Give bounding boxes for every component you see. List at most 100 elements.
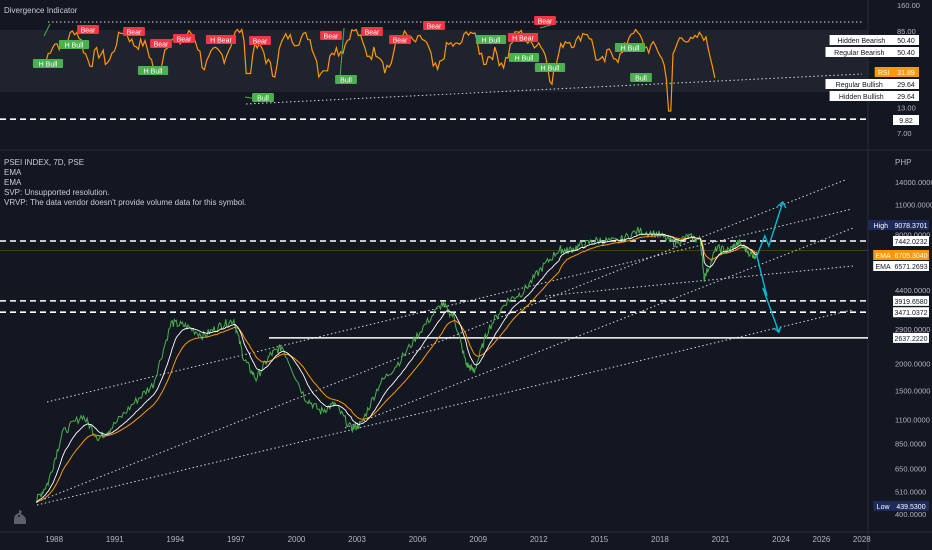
rsi-tag-label-box <box>829 91 893 101</box>
bear-label-box <box>320 31 342 40</box>
price-tag-value-box <box>893 307 929 318</box>
bear-label-box <box>423 21 445 30</box>
rsi-tag-value: 50.40 <box>897 38 915 45</box>
price-tag-value-box <box>893 332 929 343</box>
rsi-lower-dotted <box>245 73 863 105</box>
bull-label-box <box>58 40 90 49</box>
bear-label: H Bear <box>210 38 232 45</box>
rsi-tag-label-box <box>825 79 893 89</box>
price-tag-label: High <box>874 223 889 230</box>
price-tag-label-box <box>868 220 893 230</box>
legend-symbol: PSEI INDEX, 7D, PSE <box>4 158 85 167</box>
bull-label: Bull <box>635 76 647 83</box>
divergence-line <box>43 23 51 37</box>
rsi-tag-value-box <box>893 79 919 89</box>
price-tick-label: 850.0000 <box>895 440 926 449</box>
bull-label-box <box>508 53 540 62</box>
bull-label: H Bull <box>65 43 84 50</box>
rsi-tick-label: 13.00 <box>897 104 916 113</box>
price-tag-label-box <box>873 501 893 511</box>
bull-label: Bull <box>340 78 352 85</box>
projection-down-arrow <box>756 255 780 333</box>
price-tick-label: 4400.0000 <box>895 286 930 295</box>
bull-label: H Bull <box>515 56 534 63</box>
legend-ema-1: EMA <box>4 168 22 177</box>
time-tick-label: 2028 <box>853 535 871 544</box>
time-tick-label: 2009 <box>469 535 487 544</box>
bear-label-box <box>361 27 383 36</box>
legend-ema-2: EMA <box>4 178 22 187</box>
price-tag-value: 9078.3701 <box>894 223 927 230</box>
bear-label-box <box>150 39 172 48</box>
rsi-tag-label-box <box>829 35 893 45</box>
price-tag-label: Low <box>877 504 891 511</box>
bull-label: H Bull <box>144 69 163 76</box>
price-tag-value: 439.5300 <box>896 504 925 511</box>
bear-label: Bear <box>81 28 96 35</box>
bear-label-box <box>389 35 411 44</box>
price-tick-label: 400.0000 <box>895 510 926 519</box>
price-tag-value: 3919.6580 <box>894 299 927 306</box>
price-tag-value: 6705.3040 <box>894 253 927 260</box>
time-tick-label: 2018 <box>651 535 669 544</box>
bear-label-box <box>249 36 271 45</box>
price-tag-value: 6571.2693 <box>894 264 927 271</box>
price-tag-label-box <box>873 250 893 260</box>
bear-label-box <box>77 25 99 34</box>
bull-label-box <box>32 59 64 68</box>
rsi-tag-value-box <box>893 35 919 45</box>
arrowhead-down <box>773 325 782 334</box>
tradingview-logo-icon <box>12 508 30 526</box>
bear-label: Bear <box>154 42 169 49</box>
rsi-tag-label-box <box>825 47 893 57</box>
price-tick-label: 11000.0000 <box>895 201 932 210</box>
legend-svp: SVP: Unsupported resolution. <box>4 188 110 197</box>
bear-label: Bear <box>177 37 192 44</box>
trendline-dotted <box>344 227 854 429</box>
price-tag-value: 3471.0372 <box>894 310 927 317</box>
rsi-tag-value-box <box>893 47 919 57</box>
rsi-tag-label: Hidden Bullish <box>839 94 884 101</box>
currency-label: PHP <box>895 158 912 167</box>
time-tick-label: 2006 <box>409 535 427 544</box>
price-tag-label-box <box>873 261 893 271</box>
rsi-tick-label: 7.00 <box>897 129 912 138</box>
rsi-tag-label-box <box>874 67 893 77</box>
rsi-tag-value: 31.89 <box>897 70 915 77</box>
bear-label: Bear <box>365 30 380 37</box>
legend-vrvp: VRVP: The data vendor doesn't provide vo… <box>4 198 247 207</box>
bull-label-box <box>614 43 646 52</box>
price-tag-value: 7442.0232 <box>894 239 927 246</box>
price-tag-value-box <box>893 220 929 230</box>
bear-label: Bear <box>127 30 142 37</box>
rsi-tag-value: 50.40 <box>897 50 915 57</box>
price-tick-label: 8000.0000 <box>895 230 930 239</box>
bear-label-box <box>205 35 237 44</box>
time-tick-label: 2026 <box>813 535 831 544</box>
rsi-tag-value: 29.64 <box>897 82 915 89</box>
time-tick-label: 2024 <box>772 535 790 544</box>
bull-label-box <box>137 66 169 75</box>
bull-label-box <box>475 35 507 44</box>
price-tag-value: 2637.2220 <box>894 336 927 343</box>
price-tag-value-box <box>893 295 929 306</box>
bear-label: Bear <box>324 34 339 41</box>
price-tag-value-box <box>893 501 929 511</box>
rsi-tag-value: 29.64 <box>897 94 915 101</box>
time-tick-label: 2021 <box>712 535 730 544</box>
bear-label: Bear <box>393 38 408 45</box>
time-tick-label: 1994 <box>166 535 184 544</box>
indicator-title: Divergence Indicator <box>4 6 78 15</box>
bull-label-box <box>534 63 566 72</box>
price-tag-value-box <box>893 250 929 260</box>
bull-label: H Bull <box>39 62 58 69</box>
trendline-dotted <box>36 179 846 503</box>
rsi-tag-value: 9.82 <box>899 118 913 125</box>
projection-up-arrow <box>756 201 784 257</box>
price-tag-value-box <box>893 236 929 247</box>
rsi-tick-label: 85.00 <box>897 27 916 36</box>
time-tick-label: 2015 <box>590 535 608 544</box>
divergence-line <box>339 27 345 79</box>
